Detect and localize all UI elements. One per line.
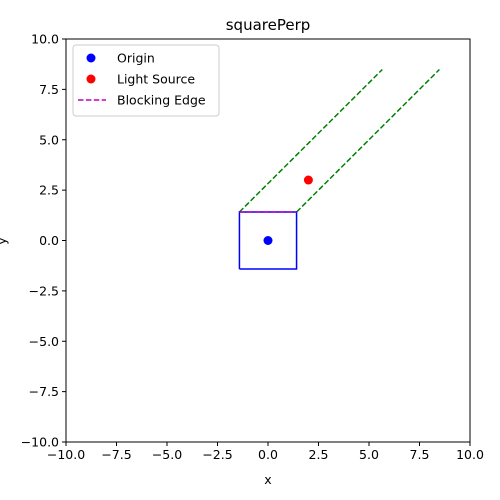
shadow-line-2 bbox=[296, 68, 440, 213]
y-tick-label: 10.0 bbox=[31, 32, 59, 47]
y-tick-label: −5.0 bbox=[29, 334, 59, 349]
x-tick-label: −10.0 bbox=[47, 447, 85, 462]
legend-label-blocking-edge: Blocking Edge bbox=[117, 93, 206, 108]
point-origin bbox=[263, 236, 273, 245]
legend-label-light-source: Light Source bbox=[117, 72, 195, 87]
x-tick-label: −7.5 bbox=[101, 447, 131, 462]
x-tick-label: 7.5 bbox=[410, 447, 430, 462]
legend-marker-light-source bbox=[86, 74, 96, 84]
legend-marker-origin bbox=[86, 53, 96, 63]
shadow-line-1 bbox=[238, 68, 383, 213]
legend-label-origin: Origin bbox=[117, 51, 155, 66]
y-tick-label: −7.5 bbox=[29, 384, 59, 399]
y-tick-label: 2.5 bbox=[39, 183, 59, 198]
x-tick-label: −5.0 bbox=[152, 447, 182, 462]
y-tick-label: −2.5 bbox=[29, 283, 59, 298]
x-tick-label: 0.0 bbox=[258, 447, 278, 462]
y-tick-label: −10.0 bbox=[21, 435, 59, 450]
legend: Origin Light Source Blocking Edge bbox=[72, 44, 220, 117]
y-tick-label: 5.0 bbox=[39, 132, 59, 147]
plot-area bbox=[238, 68, 440, 270]
x-tick-label: −2.5 bbox=[202, 447, 232, 462]
y-tick-label: 0.0 bbox=[39, 233, 59, 248]
x-tick-label: 2.5 bbox=[309, 447, 329, 462]
y-axis-label: y bbox=[0, 237, 9, 245]
chart-title: squarePerp bbox=[226, 16, 311, 34]
x-tick-label: 10.0 bbox=[456, 447, 484, 462]
x-tick-label: 5.0 bbox=[359, 447, 379, 462]
x-axis-label: x bbox=[264, 472, 271, 487]
point-light-source bbox=[303, 175, 313, 185]
x-axis: −10.0 −7.5 −5.0 −2.5 0.0 2.5 5.0 7.5 10.0 bbox=[47, 442, 484, 462]
legend-box bbox=[72, 44, 220, 117]
y-tick-label: 7.5 bbox=[39, 82, 59, 97]
y-axis: −10.0 −7.5 −5.0 −2.5 0.0 2.5 5.0 7.5 10.0 bbox=[21, 32, 66, 450]
